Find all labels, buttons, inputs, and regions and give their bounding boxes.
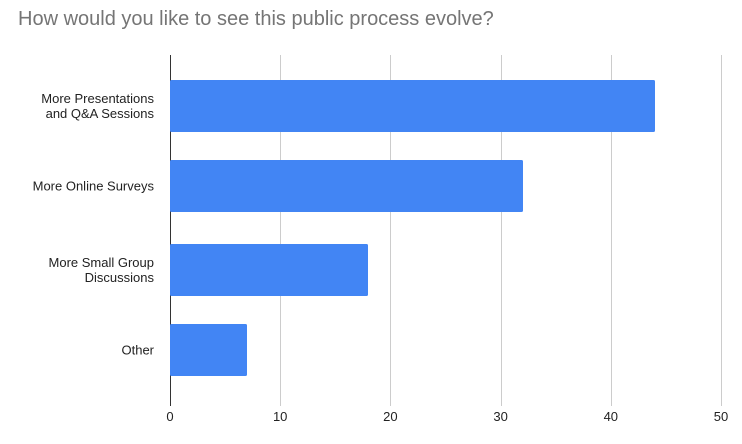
x-axis-tick-label: 40 [603,409,619,424]
gridline [500,55,502,400]
bar-4 [170,324,248,376]
x-axis-tick-mark [500,400,502,406]
category-label: More Online Surveys [32,178,154,194]
chart-title: How would you like to see this public pr… [18,8,494,30]
gridline [721,55,722,400]
x-axis-tick-label: 50 [713,409,729,424]
gridline [610,55,612,400]
gridline [390,55,392,400]
plot-area: 0 10 20 30 40 50 [166,55,728,424]
category-axis: More Presentations and Q&A Sessions More … [0,55,162,400]
x-axis-tick-label: 10 [272,409,288,424]
x-axis-tick-mark [610,400,612,406]
x-axis-tick-mark [170,400,171,406]
x-axis-tick-label: 0 [166,409,174,424]
bar-3 [170,244,369,296]
x-axis-tick-mark [390,400,392,406]
category-label: Other [121,342,154,358]
zero-axis-line [170,55,171,400]
x-axis-tick-mark [721,400,722,406]
category-label: More Small Group Discussions [48,255,154,285]
bar-2 [170,160,523,212]
category-label: More Presentations and Q&A Sessions [41,91,154,121]
gridline [280,55,282,400]
bar-1 [170,80,655,132]
x-axis-tick-label: 30 [493,409,508,424]
x-axis-tick-mark [280,400,282,406]
x-axis-tick-label: 20 [383,409,398,424]
